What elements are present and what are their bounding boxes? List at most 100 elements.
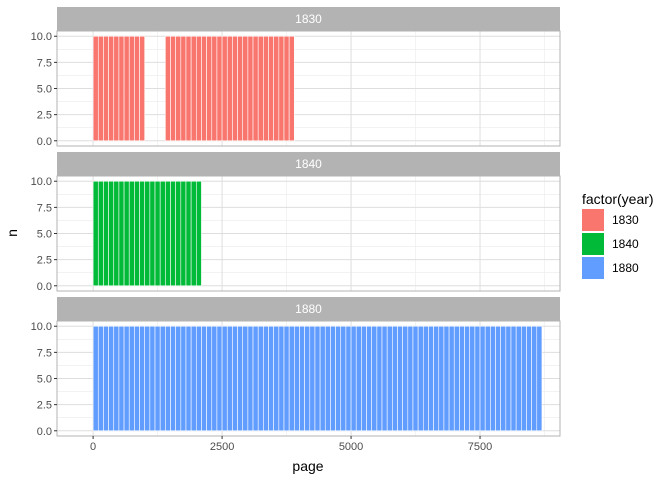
bar	[526, 325, 532, 432]
y-tick-label: 2.5	[37, 110, 52, 122]
bar	[469, 325, 476, 432]
x-axis: 0 2500 5000 7500	[90, 436, 492, 453]
bar	[484, 325, 491, 432]
bar	[335, 325, 342, 432]
x-tick-label: 0	[90, 441, 96, 453]
bar	[531, 325, 538, 432]
legend-key-1880	[582, 257, 604, 279]
bar	[154, 180, 161, 287]
facet-panel-1830: 1830 0.0 2.5 5.0 7.5 10.0	[31, 7, 561, 148]
bar	[459, 325, 465, 432]
bar	[221, 35, 228, 142]
bar	[438, 325, 445, 432]
bar	[180, 35, 187, 142]
bar	[345, 325, 352, 432]
bar	[159, 180, 166, 287]
facet-strip-label: 1840	[295, 157, 322, 171]
bar	[165, 325, 171, 432]
bar	[226, 35, 233, 142]
bar	[505, 325, 512, 432]
bar	[139, 180, 146, 287]
bar	[159, 325, 166, 432]
bar	[180, 325, 187, 432]
bar	[515, 325, 522, 432]
bar	[490, 325, 496, 432]
bar	[392, 325, 398, 432]
bar	[170, 325, 176, 432]
y-tick-label: 7.5	[37, 347, 52, 359]
bar	[123, 325, 130, 432]
y-tick-label: 5.0	[37, 229, 52, 241]
bar	[149, 325, 156, 432]
bar	[355, 325, 362, 432]
bar	[407, 325, 414, 432]
bar	[226, 325, 233, 432]
bar	[128, 180, 135, 287]
bar	[97, 35, 104, 142]
bar	[464, 325, 471, 432]
bar	[309, 325, 316, 432]
bar	[180, 180, 187, 287]
bar	[330, 325, 336, 432]
bar	[175, 325, 182, 432]
bar	[118, 35, 125, 142]
y-tick-label: 0.0	[37, 281, 52, 293]
bar	[263, 35, 269, 142]
bar	[175, 35, 182, 142]
legend-key-1840	[582, 233, 604, 255]
bar	[165, 180, 171, 287]
x-tick-label: 7500	[468, 441, 492, 453]
bar	[257, 325, 264, 432]
y-tick-label: 5.0	[37, 84, 52, 96]
bar	[324, 325, 331, 432]
bar	[257, 35, 264, 142]
y-tick-label: 5.0	[37, 374, 52, 386]
y-tick-label: 0.0	[37, 426, 52, 438]
bar	[211, 35, 218, 142]
bar	[139, 35, 146, 142]
bar	[433, 325, 440, 432]
bar	[417, 325, 424, 432]
bar	[113, 325, 120, 432]
bar	[113, 180, 120, 287]
bar	[149, 180, 156, 287]
y-tick-label: 2.5	[37, 400, 52, 412]
bar	[170, 35, 176, 142]
bar	[381, 325, 388, 432]
bar	[536, 325, 543, 432]
bar	[294, 325, 300, 432]
bar	[175, 180, 182, 287]
bar	[144, 180, 151, 287]
bar	[92, 35, 99, 142]
y-tick-label: 10.0	[31, 321, 52, 333]
bar	[211, 325, 218, 432]
bar	[273, 325, 280, 432]
bar	[216, 325, 223, 432]
y-tick-label: 2.5	[37, 255, 52, 267]
bar	[500, 325, 507, 432]
bar	[299, 325, 305, 432]
bar	[510, 325, 517, 432]
bar	[134, 325, 140, 432]
bar	[97, 180, 104, 287]
y-axis-title: n	[4, 229, 20, 237]
bar	[268, 325, 274, 432]
bar	[201, 35, 207, 142]
facet-strip-label: 1830	[295, 12, 322, 26]
bar	[247, 35, 254, 142]
x-axis-title: page	[292, 458, 323, 474]
bar	[402, 325, 409, 432]
bar	[371, 325, 378, 432]
bar	[288, 325, 295, 432]
bar	[288, 35, 295, 142]
bar	[123, 35, 130, 142]
bar	[474, 325, 481, 432]
legend-label-1830: 1830	[612, 213, 639, 227]
x-tick-label: 5000	[339, 441, 363, 453]
x-tick-label: 2500	[210, 441, 234, 453]
bar	[304, 325, 311, 432]
y-tick-label: 0.0	[37, 136, 52, 148]
bar	[376, 325, 383, 432]
bar	[103, 325, 109, 432]
bar	[319, 325, 326, 432]
